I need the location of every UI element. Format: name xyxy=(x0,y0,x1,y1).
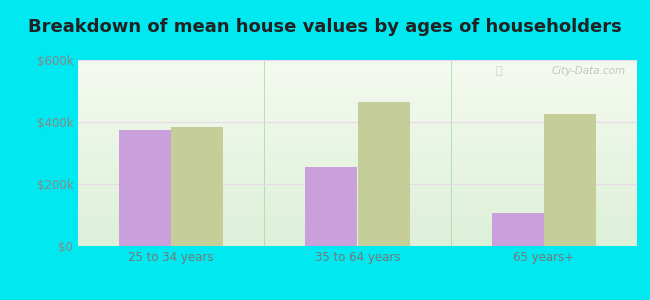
Text: ⓘ: ⓘ xyxy=(495,66,502,76)
Bar xyxy=(544,114,596,246)
Bar xyxy=(358,102,410,246)
Bar xyxy=(119,130,171,246)
Text: Breakdown of mean house values by ages of householders: Breakdown of mean house values by ages o… xyxy=(28,18,622,36)
Text: City-Data.com: City-Data.com xyxy=(552,66,626,76)
Bar xyxy=(306,167,358,246)
Bar xyxy=(491,214,544,246)
Bar xyxy=(171,127,224,246)
